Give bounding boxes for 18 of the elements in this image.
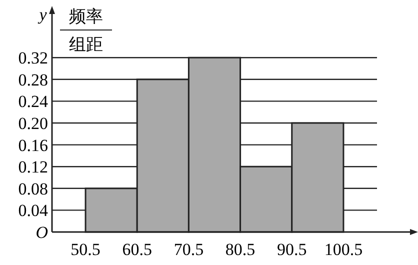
annotation: 频率: [69, 7, 103, 27]
x-tick-label: 90.5: [277, 240, 307, 259]
x-tick-label: 70.5: [174, 240, 204, 259]
y-tick-label: 0.28: [18, 70, 48, 90]
y-tick-label: 0.08: [18, 179, 48, 198]
x-tick-label: 80.5: [225, 240, 256, 259]
y-axis-title: y: [37, 5, 48, 24]
y-tick-label: 0.12: [18, 158, 48, 177]
x-tick-label: 60.5: [122, 240, 152, 259]
y-tick-label: 0.16: [18, 136, 48, 155]
y-tick-label: 0.24: [18, 92, 48, 112]
y-tick-label: 0.20: [18, 114, 48, 133]
annotation: 组距: [69, 35, 103, 55]
x-tick-label: 50.5: [70, 240, 100, 259]
x-tick-label: 100.5: [324, 240, 363, 259]
y-tick-label: O: [36, 223, 48, 242]
y-tick-label: 0.32: [18, 48, 48, 68]
y-tick-label: 0.04: [18, 201, 48, 220]
